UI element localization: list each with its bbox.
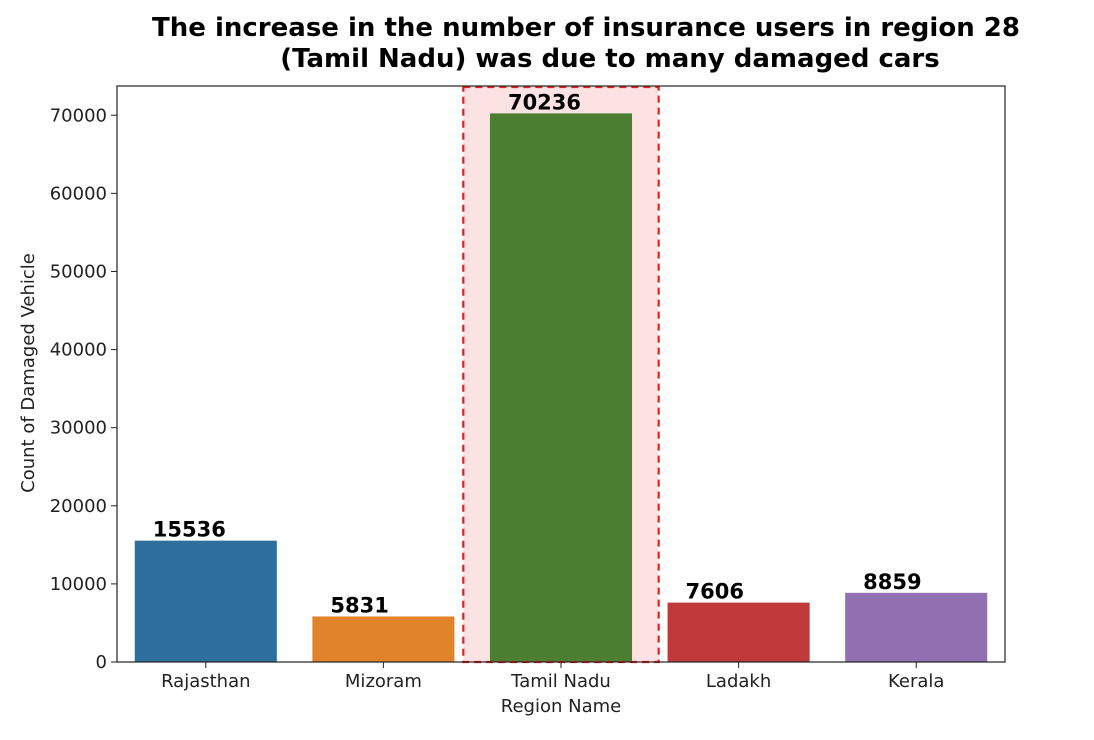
y-tick-label: 50000 (50, 261, 107, 282)
x-tick-label: Rajasthan (161, 671, 250, 692)
bar-kerala (845, 592, 988, 662)
y-tick-label: 20000 (50, 496, 107, 517)
x-tick-label: Ladakh (706, 671, 771, 692)
plot-area: 15536 Rajasthan 5831 Mizoram 70236 Tamil Nadu… (50, 85, 1006, 692)
bar-ladakh (667, 602, 810, 662)
y-tick-label: 60000 (50, 183, 107, 204)
x-axis-label: Region Name (501, 696, 621, 717)
plot-frame (116, 85, 1006, 663)
y-tick-label: 10000 (50, 574, 107, 595)
y-axis-label: Count of Damaged Vehicle (18, 253, 39, 493)
data-label: 5831 (330, 593, 388, 617)
x-tick-label: Mizoram (345, 671, 422, 692)
chart-title: The increase in the number of insurance … (152, 13, 1020, 74)
y-tick-label: 40000 (50, 340, 107, 361)
data-label: 7606 (686, 580, 744, 604)
x-tick-label: Kerala (888, 671, 944, 692)
y-tick-label: 0 (96, 652, 107, 673)
data-label: 70236 (508, 90, 581, 114)
y-tick-label: 30000 (50, 418, 107, 439)
bar-rajasthan (134, 540, 277, 662)
data-label: 15536 (153, 518, 226, 542)
bar-tamil-nadu (489, 113, 633, 663)
chart-title-line-2: (Tamil Nadu) was due to many damaged car… (280, 44, 939, 74)
y-tick-label: 70000 (50, 105, 107, 126)
chart-title-line-1: The increase in the number of insurance … (152, 13, 1020, 43)
bar-mizoram (312, 616, 455, 662)
data-label: 8859 (863, 570, 921, 594)
x-tick-label: Tamil Nadu (510, 671, 611, 692)
